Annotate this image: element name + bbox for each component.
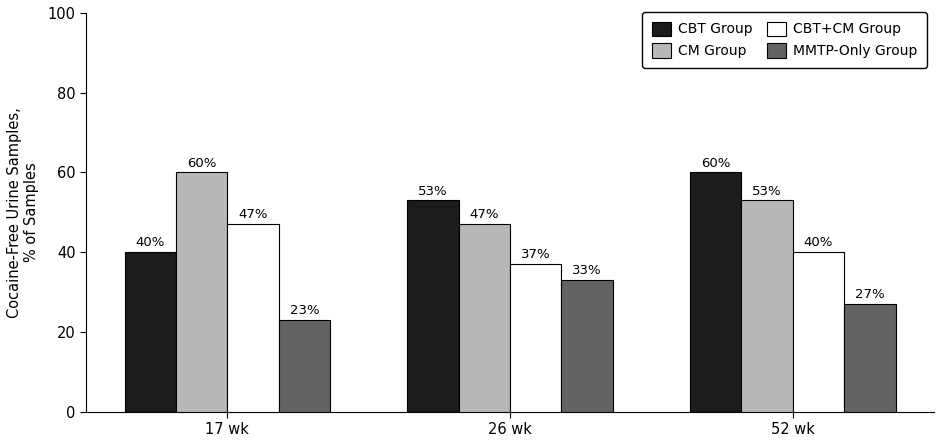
Text: 40%: 40% bbox=[804, 236, 833, 250]
Bar bbox=[510, 264, 562, 412]
Text: 33%: 33% bbox=[572, 264, 602, 278]
Bar bbox=[690, 172, 742, 412]
Text: 60%: 60% bbox=[187, 157, 216, 170]
Text: 37%: 37% bbox=[521, 248, 550, 262]
Bar bbox=[407, 200, 458, 412]
Text: 40%: 40% bbox=[136, 236, 165, 250]
Bar bbox=[742, 200, 792, 412]
Y-axis label: Cocaine-Free Urine Samples,
% of Samples: Cocaine-Free Urine Samples, % of Samples bbox=[7, 107, 40, 317]
Bar bbox=[279, 320, 330, 412]
Text: 53%: 53% bbox=[752, 185, 782, 198]
Bar bbox=[792, 252, 844, 412]
Legend: CBT Group, CM Group, CBT+CM Group, MMTP-Only Group: CBT Group, CM Group, CBT+CM Group, MMTP-… bbox=[642, 12, 927, 68]
Text: 47%: 47% bbox=[238, 209, 268, 222]
Bar bbox=[124, 252, 176, 412]
Bar bbox=[176, 172, 228, 412]
Text: 53%: 53% bbox=[418, 185, 448, 198]
Bar bbox=[844, 304, 896, 412]
Bar bbox=[228, 224, 279, 412]
Text: 47%: 47% bbox=[470, 209, 499, 222]
Text: 23%: 23% bbox=[290, 304, 319, 317]
Bar bbox=[458, 224, 510, 412]
Text: 27%: 27% bbox=[855, 288, 885, 301]
Bar bbox=[562, 280, 613, 412]
Text: 60%: 60% bbox=[701, 157, 730, 170]
